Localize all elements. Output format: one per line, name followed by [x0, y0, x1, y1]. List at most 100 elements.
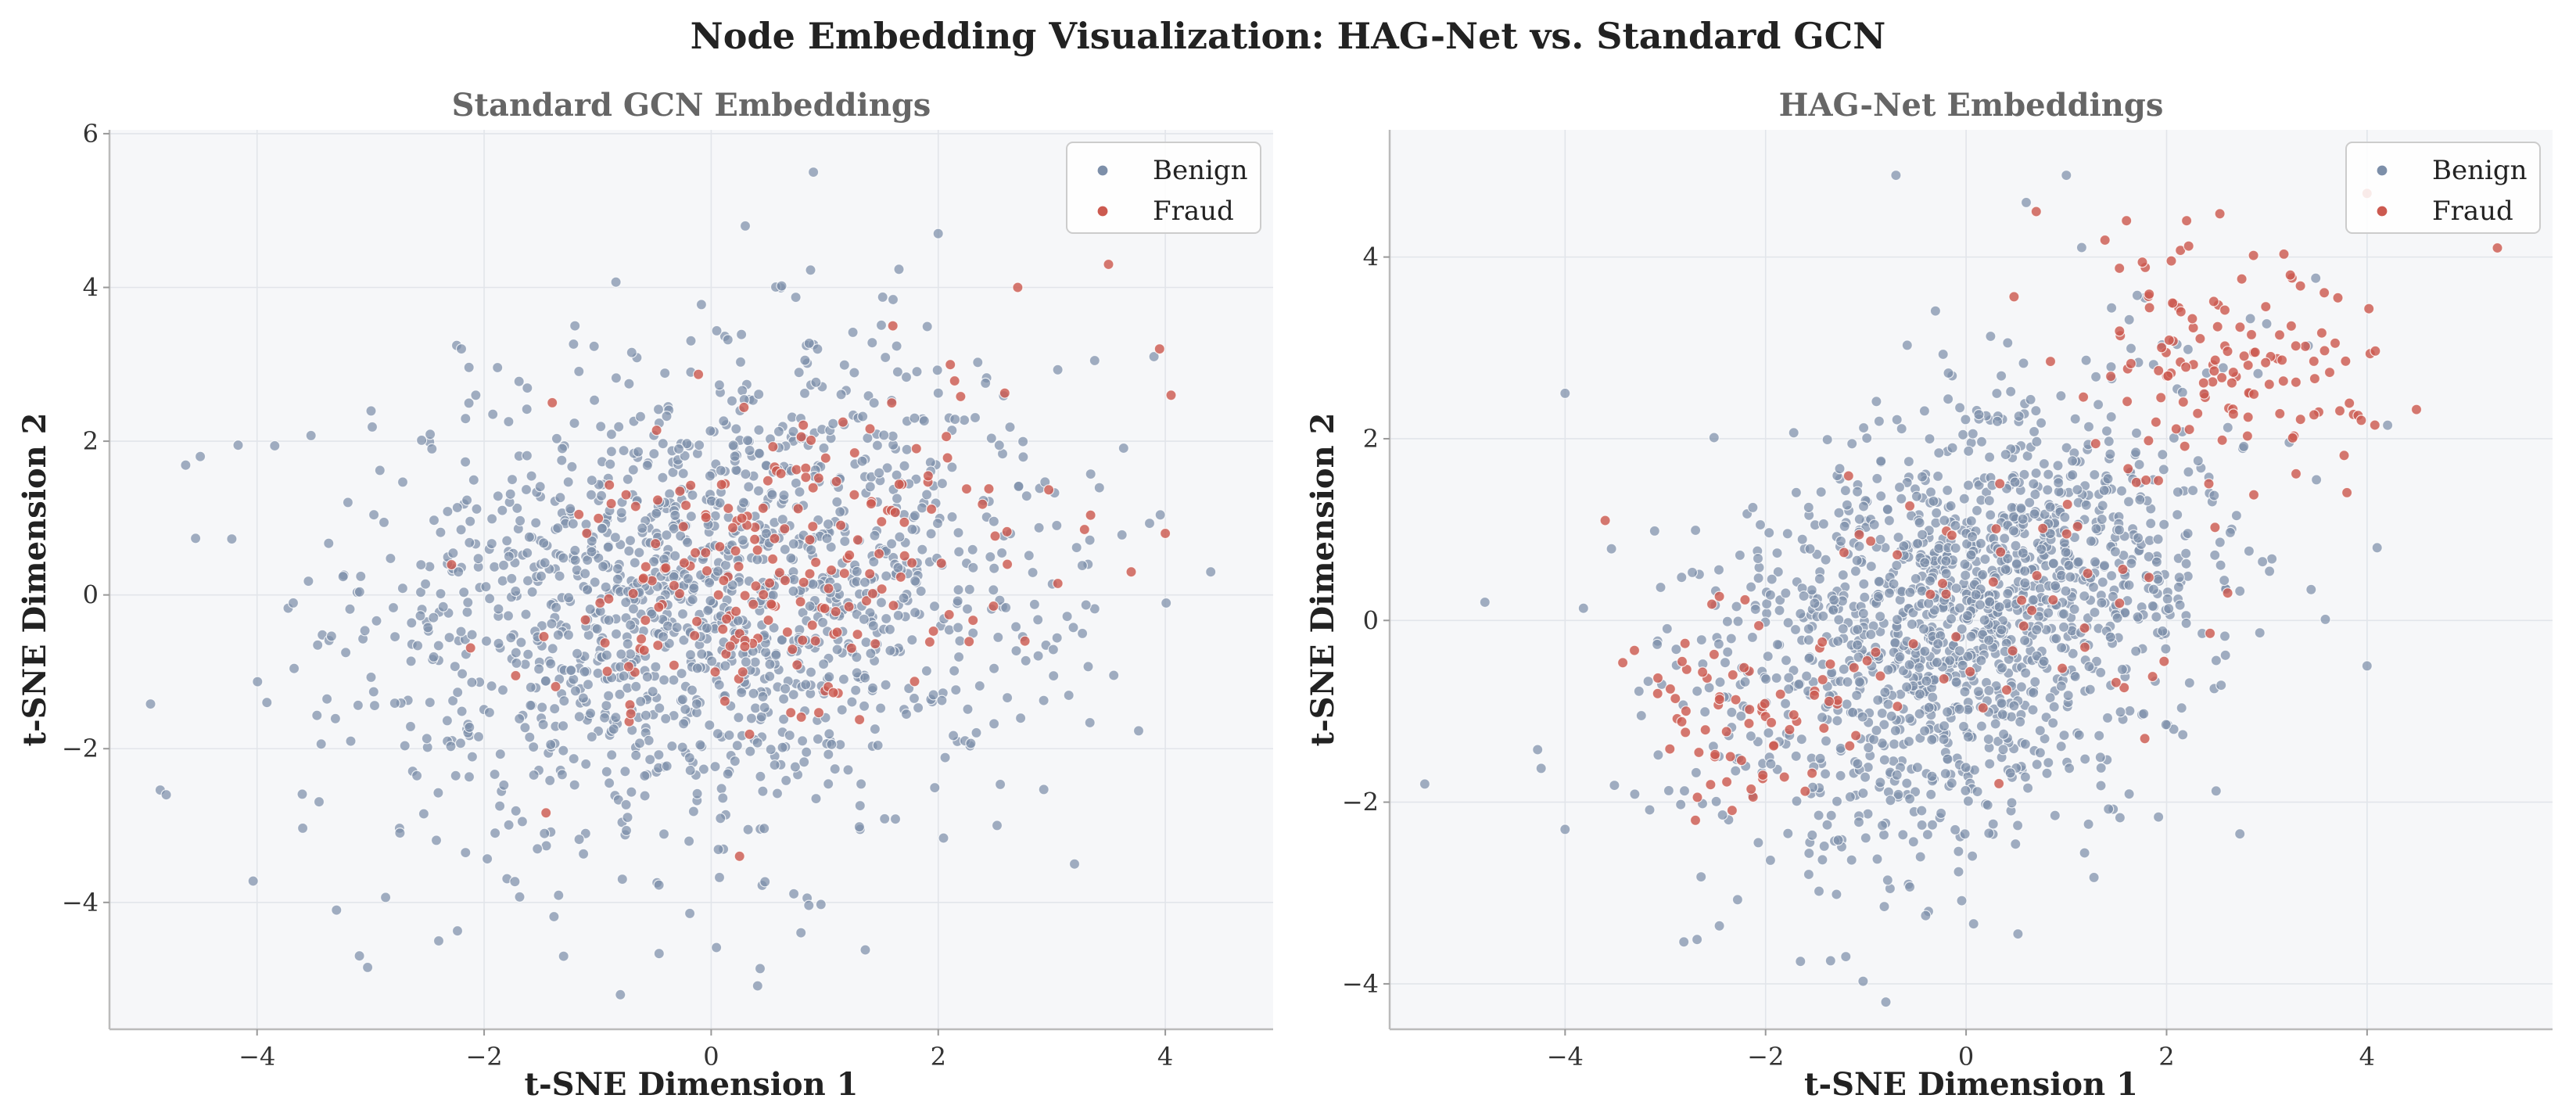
- point-benign: [503, 415, 515, 428]
- point-benign: [767, 589, 779, 601]
- point-fraud: [660, 562, 672, 574]
- point-fraud: [1964, 666, 1976, 677]
- point-benign: [729, 756, 741, 767]
- point-fraud: [1817, 673, 1828, 686]
- point-benign: [881, 612, 892, 625]
- point-benign: [1960, 762, 1971, 774]
- point-benign: [345, 735, 357, 747]
- point-fraud: [678, 557, 691, 569]
- point-benign: [1918, 623, 1930, 635]
- point-benign: [419, 578, 432, 590]
- point-fraud: [2222, 587, 2233, 599]
- point-benign: [838, 673, 850, 685]
- point-benign: [618, 444, 630, 457]
- point-benign: [1897, 829, 1909, 841]
- point-benign: [2152, 533, 2164, 545]
- point-benign: [892, 609, 904, 622]
- point-benign: [1739, 676, 1751, 687]
- point-benign: [1690, 524, 1702, 537]
- point-benign: [1844, 791, 1856, 803]
- point-fraud: [795, 711, 807, 723]
- point-benign: [1695, 634, 1707, 646]
- point-benign: [558, 950, 569, 962]
- point-fraud: [823, 583, 834, 594]
- point-benign: [595, 421, 607, 433]
- point-fraud: [1708, 648, 1720, 660]
- point-benign: [752, 554, 763, 565]
- point-benign: [1791, 795, 1803, 807]
- point-benign: [598, 712, 611, 723]
- point-benign: [1817, 610, 1829, 622]
- point-benign: [1840, 950, 1852, 963]
- point-fraud: [805, 434, 817, 447]
- point-fraud: [2227, 366, 2239, 379]
- point-benign: [1942, 706, 1954, 718]
- point-benign: [633, 547, 645, 558]
- point-benign: [1833, 507, 1845, 519]
- point-benign: [985, 433, 997, 444]
- point-benign: [881, 462, 893, 474]
- point-fraud: [538, 630, 550, 643]
- point-benign: [2151, 556, 2162, 568]
- point-benign: [2172, 581, 2184, 593]
- point-benign: [603, 777, 615, 789]
- point-benign: [1957, 659, 1968, 671]
- point-benign: [385, 552, 396, 565]
- point-fraud: [748, 533, 761, 545]
- point-benign: [1067, 622, 1079, 634]
- point-benign: [579, 666, 590, 678]
- point-benign: [810, 376, 822, 388]
- point-benign: [678, 634, 690, 646]
- point-fraud: [2278, 248, 2290, 260]
- point-benign: [1919, 557, 1931, 569]
- point-benign: [145, 698, 156, 710]
- point-benign: [1960, 784, 1971, 797]
- point-benign: [839, 535, 851, 547]
- point-fraud: [1788, 709, 1799, 721]
- point-fraud: [719, 695, 731, 707]
- point-benign: [342, 497, 353, 508]
- point-benign: [676, 608, 689, 620]
- point-benign: [788, 538, 799, 550]
- point-benign: [2219, 630, 2231, 642]
- point-fraud: [1103, 258, 1114, 271]
- point-benign: [795, 927, 807, 939]
- point-fraud: [2119, 682, 2130, 694]
- point-benign: [2043, 468, 2054, 480]
- point-fraud: [852, 534, 864, 546]
- point-benign: [1857, 711, 1868, 723]
- point-benign: [1912, 537, 1924, 550]
- point-benign: [701, 622, 713, 634]
- point-fraud: [1995, 546, 2007, 558]
- point-fraud: [2249, 346, 2261, 358]
- point-fraud: [2183, 423, 2195, 436]
- y-tick-label: 2: [83, 426, 99, 456]
- point-benign: [1923, 598, 1935, 609]
- point-benign: [648, 448, 660, 460]
- point-fraud: [689, 547, 701, 558]
- point-benign: [2180, 558, 2192, 569]
- point-benign: [712, 565, 724, 577]
- point-fraud: [2155, 392, 2167, 404]
- point-benign: [1943, 367, 1954, 379]
- point-benign: [1763, 527, 1775, 539]
- point-benign: [1783, 683, 1795, 695]
- point-benign: [1814, 752, 1826, 764]
- point-benign: [565, 664, 577, 677]
- point-benign: [880, 679, 892, 691]
- point-benign: [764, 670, 776, 682]
- point-fraud: [1875, 670, 1886, 682]
- point-fraud: [652, 639, 664, 652]
- point-benign: [1891, 414, 1903, 425]
- point-benign: [2116, 663, 2128, 676]
- point-benign: [1010, 621, 1022, 633]
- point-benign: [648, 555, 660, 568]
- point-benign: [2090, 522, 2102, 535]
- point-benign: [505, 632, 517, 644]
- point-fraud: [819, 602, 831, 615]
- point-benign: [947, 730, 960, 741]
- point-benign: [766, 489, 778, 501]
- point-benign: [878, 429, 890, 441]
- point-benign: [1814, 573, 1825, 585]
- point-benign: [1154, 509, 1166, 521]
